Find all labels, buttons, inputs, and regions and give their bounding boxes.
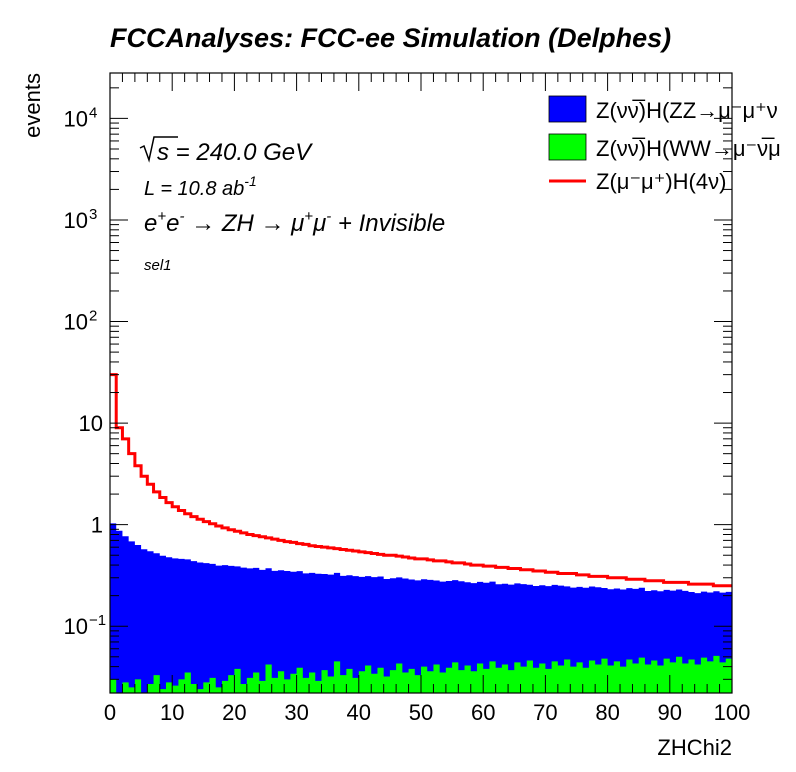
x-tick-label: 90: [658, 700, 682, 725]
energy-text: = 240.0 GeV: [169, 139, 313, 166]
y-tick-label: 10: [64, 208, 88, 233]
plot-frame: [109, 72, 733, 694]
y-tick-label-exponent: −1: [89, 612, 106, 629]
x-tick-label: 50: [409, 700, 433, 725]
series-zz-fill: [110, 523, 732, 693]
legend: Z(νν̅)H(ZZ→μ⁻μ⁺ν Z(νν̅)H(WW→μ⁻ν̅μ Z(μ⁻μ⁺…: [548, 95, 781, 194]
process-mu-sup1: +: [304, 208, 313, 225]
y-tick-label-exponent: 3: [89, 206, 97, 223]
chart-title: FCCAnalyses: FCC-ee Simulation (Delphes): [110, 23, 671, 53]
x-tick-label: 100: [714, 700, 751, 725]
annotation-lumi: L = 10.8 ab-1: [144, 173, 257, 200]
x-tick-label: 10: [160, 700, 184, 725]
y-tick-label: 10: [64, 310, 88, 335]
sqrt-symbol: [139, 136, 178, 163]
y-tick-label: 10: [79, 411, 103, 436]
x-tick-label: 30: [284, 700, 308, 725]
annotation-process: e+e- → ZH → μ+μ- + Invisible: [144, 208, 445, 237]
process-e2: e: [166, 210, 179, 237]
x-tick-label: 0: [104, 700, 116, 725]
y-axis-label: events: [20, 73, 45, 138]
y-tick-label: 10: [64, 614, 88, 639]
x-tick-label: 20: [222, 700, 246, 725]
y-tick-label: 1: [91, 513, 103, 538]
legend-label-zz: Z(νν̅)H(ZZ→μ⁻μ⁺ν: [596, 98, 778, 123]
x-tick-label: 60: [471, 700, 495, 725]
x-axis-ticks: 0 10 20 30 40 50 60 70 80 90 100: [104, 73, 750, 725]
x-tick-label: 70: [533, 700, 557, 725]
legend-label-4nu: Z(μ⁻μ⁺)H(4ν): [596, 169, 726, 194]
series-4nu-line: [110, 373, 732, 588]
legend-swatch-ww: [548, 133, 587, 161]
process-e1: e: [144, 210, 157, 237]
process-tail: + Invisible: [331, 210, 445, 237]
process-sup1: +: [157, 208, 166, 225]
series-ww-fill: [110, 655, 732, 693]
svg-text:s = 240.0 GeV: s = 240.0 GeV: [157, 139, 313, 166]
process-mu: μ: [312, 210, 326, 237]
y-tick-label-exponent: 2: [89, 308, 97, 325]
x-axis-label: ZHChi2: [657, 735, 732, 760]
annotation-selection: sel1: [144, 257, 172, 274]
x-tick-label: 40: [347, 700, 371, 725]
y-tick-label-exponent: 4: [89, 104, 97, 121]
lumi-text: L = 10.8 ab: [144, 178, 244, 200]
process-mu-sup2: -: [326, 208, 331, 225]
legend-swatch-zz: [548, 95, 587, 123]
plot-area: [110, 373, 732, 693]
legend-label-ww: Z(νν̅)H(WW→μ⁻ν̅μ: [596, 136, 781, 161]
process-sup2: -: [179, 208, 184, 225]
sqrt-s-text: s: [157, 139, 169, 166]
lumi-sup: -1: [244, 173, 256, 189]
x-tick-label: 80: [595, 700, 619, 725]
annotation-sqrt-s: s = 240.0 GeV: [139, 136, 313, 166]
y-tick-label: 10: [64, 106, 88, 131]
process-arrow: → ZH → μ: [184, 210, 304, 237]
